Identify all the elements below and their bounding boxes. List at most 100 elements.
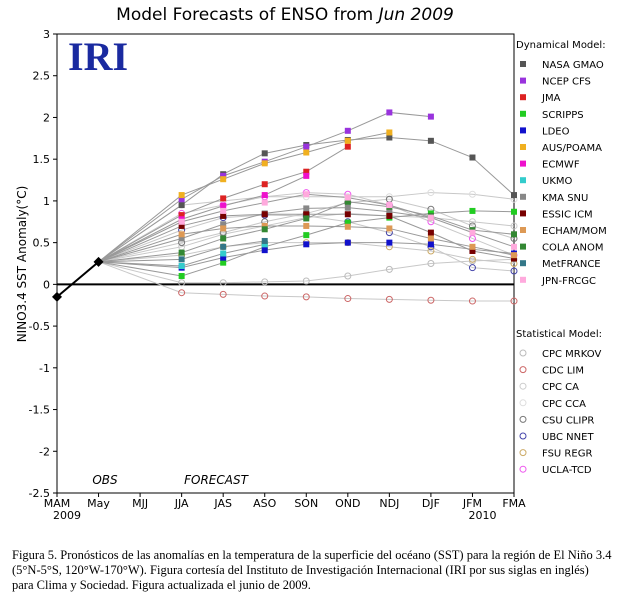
observed-series: [52, 256, 104, 302]
data-point: [303, 232, 310, 239]
x-tick-label: JFM: [462, 497, 482, 510]
legend-marker: [520, 160, 526, 167]
legend-marker: [520, 61, 526, 67]
data-point: [303, 211, 310, 218]
legend-entry: AUS/POAMA: [542, 143, 602, 154]
data-point: [386, 202, 393, 209]
data-point: [220, 259, 227, 266]
data-point: [219, 279, 227, 287]
data-point: [303, 205, 310, 212]
data-point: [427, 247, 435, 255]
data-point: [344, 194, 351, 201]
legend-marker: [519, 382, 527, 390]
data-point: [178, 256, 185, 263]
legend-dynamical-title: Dynamical Model:: [516, 40, 606, 51]
data-point: [303, 215, 310, 222]
data-point: [303, 172, 310, 179]
forecast-label: FORECAST: [184, 473, 249, 487]
legend-marker: [520, 110, 526, 117]
data-point: [386, 208, 393, 215]
data-point: [178, 289, 186, 297]
series-line: [98, 212, 515, 263]
legend-entry: JPN-FRCGC: [541, 276, 596, 287]
legend-marker: [520, 193, 526, 200]
series-line: [98, 242, 515, 264]
y-tick-label: 3: [43, 28, 50, 41]
data-point: [344, 127, 351, 134]
data-point: [178, 192, 185, 199]
data-point: [220, 235, 227, 242]
data-point: [386, 134, 393, 141]
data-point: [344, 219, 351, 226]
observed-point: [93, 256, 104, 267]
iri-logo: IRI: [68, 34, 128, 79]
legend-marker: [519, 415, 527, 423]
legend-entry: SCRIPPS: [542, 110, 584, 121]
legend: Dynamical Model: NASA GMAO NCEP CFS JMA SCRI…: [516, 40, 607, 476]
y-tick-label: -1.5: [29, 404, 50, 417]
chart-title: Model Forecasts of ENSO from Jun 2009: [116, 5, 454, 25]
legend-entry: UKMO: [542, 176, 573, 187]
legend-entry: ECHAM/MOM: [542, 226, 607, 237]
data-point: [178, 279, 186, 287]
data-point: [261, 241, 268, 248]
legend-marker: [520, 243, 526, 250]
series-line: [98, 243, 265, 267]
data-point: [427, 189, 435, 197]
data-point: [344, 143, 351, 150]
data-point: [511, 252, 517, 259]
series-line: [98, 240, 265, 263]
data-point: [261, 192, 268, 199]
data-point: [178, 218, 185, 225]
legend-marker: [520, 94, 526, 101]
legend-marker: [520, 127, 526, 134]
data-point: [386, 225, 393, 232]
data-point: [469, 247, 476, 254]
data-point: [344, 239, 351, 246]
y-axis-label: NINO3.4 SST Anomaly(°C): [15, 186, 29, 343]
data-point: [220, 176, 227, 183]
data-point: [303, 149, 310, 156]
data-point: [468, 190, 476, 198]
legend-marker: [520, 227, 526, 233]
x-tick-label: JJA: [174, 497, 189, 510]
legend-entry: MetFRANCE: [542, 259, 601, 270]
data-point: [386, 129, 393, 136]
data-point: [178, 231, 185, 238]
data-point: [344, 204, 351, 211]
x-tick-label: MJJ: [132, 497, 148, 510]
y-tick-label: -1: [39, 362, 50, 375]
data-point: [220, 254, 227, 261]
data-point: [261, 199, 268, 206]
legend-marker: [519, 349, 527, 357]
series-line: [98, 242, 515, 269]
y-tick-label: -2: [39, 445, 50, 458]
figure-caption: Figura 5. Pronósticos de las anomalías e…: [12, 548, 612, 592]
data-point: [427, 296, 435, 304]
legend-entry: FSU REGR: [542, 449, 592, 460]
series-line: [98, 192, 515, 263]
x-tick-label: NDJ: [379, 497, 399, 510]
data-point: [302, 293, 310, 301]
data-point: [385, 193, 393, 201]
x-tick-label: FMA: [502, 497, 526, 510]
data-point: [385, 295, 393, 303]
data-point: [261, 160, 268, 167]
data-point: [469, 207, 476, 214]
series-line: [98, 146, 349, 263]
data-point: [220, 243, 227, 250]
data-point: [261, 181, 268, 188]
data-point: [303, 241, 310, 248]
y-tick-label: -0.5: [29, 320, 50, 333]
data-point: [302, 277, 310, 285]
data-point: [468, 264, 476, 272]
data-point: [385, 265, 393, 273]
data-point: [511, 243, 517, 250]
legend-entry: CPC CCA: [542, 399, 586, 410]
series-line: [98, 201, 515, 263]
data-point: [427, 260, 435, 267]
data-point: [303, 143, 310, 150]
data-point: [344, 223, 351, 230]
data-point: [427, 113, 434, 120]
data-point: [511, 192, 517, 199]
